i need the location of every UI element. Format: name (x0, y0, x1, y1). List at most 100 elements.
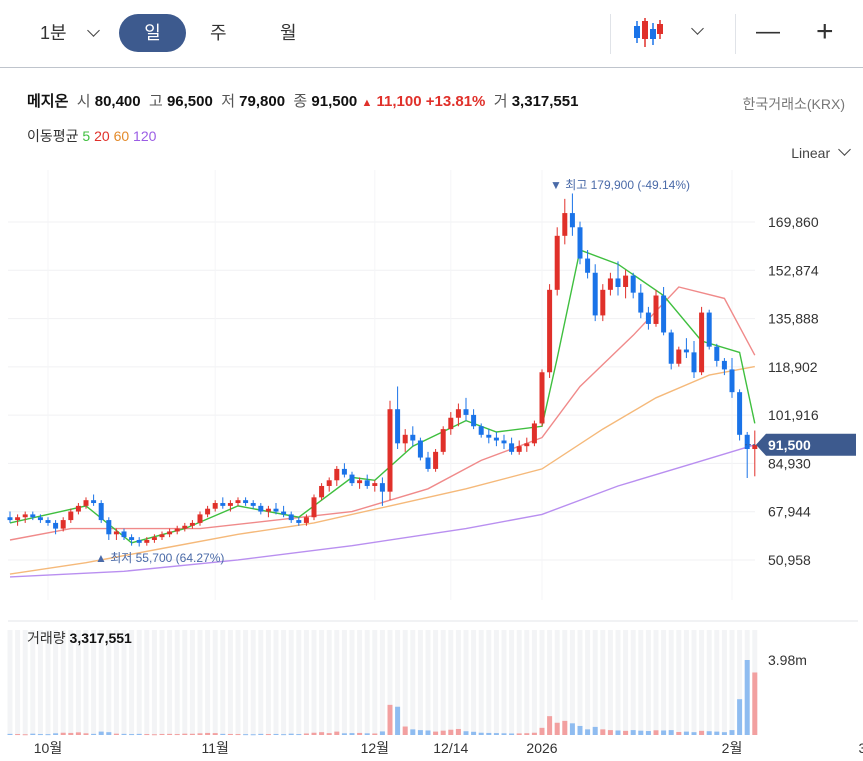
candle-body (45, 520, 51, 523)
low-label: 저 (221, 93, 235, 110)
x-axis-label: 3월 (858, 740, 863, 756)
candle (212, 500, 218, 512)
candle-body (372, 483, 378, 486)
candle (471, 409, 477, 430)
volume-bar (585, 729, 591, 735)
volume-bar (349, 733, 355, 735)
ma5-legend: 5 (82, 128, 91, 144)
candle-body (562, 213, 568, 236)
candle-body (410, 434, 416, 441)
candle (182, 522, 188, 532)
volume-title-value: 3,317,551 (70, 630, 132, 646)
volume-bar (22, 734, 28, 736)
candle (433, 449, 439, 472)
candle (577, 221, 583, 265)
timeframe-week-tab[interactable]: 주 (210, 23, 227, 43)
candle-body (607, 278, 613, 290)
candle-body (653, 295, 659, 324)
candle (30, 511, 36, 521)
volume-bar-bg (296, 630, 302, 735)
candle-body (53, 522, 59, 529)
zoom-out-button[interactable]: — (756, 18, 780, 45)
candle (334, 466, 340, 486)
timeframe-month-tab[interactable]: 월 (280, 23, 297, 43)
moving-average-legend[interactable]: 이동평균 5 20 60 120 (27, 126, 156, 146)
scale-mode-label: Linear (791, 145, 831, 161)
volume-axis-label: 3.98m (768, 652, 807, 668)
volume-bar-bg (273, 630, 279, 735)
ma60-line (9, 365, 755, 575)
volume-bar-bg (402, 630, 408, 735)
volume-bar-bg (258, 630, 264, 735)
volume-bar-bg (151, 630, 157, 735)
volume-bar (645, 731, 651, 735)
candlestick-type-icon[interactable] (633, 17, 663, 49)
volume-bar-bg (737, 630, 743, 735)
candle-body (303, 517, 309, 523)
candle (174, 525, 180, 535)
volume-bar-bg (22, 630, 28, 735)
volume-bar-bg (159, 630, 165, 735)
volume-bar-bg (455, 630, 461, 735)
candle (250, 500, 256, 509)
volume-bar (448, 729, 454, 735)
candle (501, 434, 507, 450)
volume-bar-bg (395, 630, 401, 735)
candle (554, 227, 560, 296)
candle (721, 358, 727, 376)
candle (417, 437, 423, 461)
candle-body (121, 531, 127, 538)
volume-bar-bg (668, 630, 674, 735)
volume-bar-bg (440, 630, 446, 735)
volume-bar-bg (326, 630, 332, 735)
high-value: 96,500 (166, 93, 213, 110)
candle-body (296, 520, 302, 523)
volume-bar-bg (729, 630, 735, 735)
candle-body (75, 505, 81, 512)
volume-bar (683, 731, 689, 735)
volume-bar-bg (144, 630, 150, 735)
candle-body (425, 457, 431, 469)
timeframe-day-tab[interactable]: 일 (119, 14, 186, 52)
candle (7, 511, 13, 523)
volume-bar-bg (212, 630, 218, 735)
candle (737, 389, 743, 441)
volume-bar-bg (623, 630, 629, 735)
change-percent: +13.81% (425, 93, 486, 110)
candle (60, 517, 66, 532)
candle-body (486, 434, 492, 438)
candle-body (349, 474, 355, 484)
candle-body (334, 468, 340, 481)
candle-body (197, 514, 203, 523)
timeframe-minute-dropdown[interactable]: 1분 (40, 14, 67, 52)
candle-body (250, 503, 256, 506)
candle-body (737, 392, 743, 435)
candle (121, 528, 127, 540)
volume-bar (493, 733, 499, 735)
volume-bar-bg (106, 630, 112, 735)
volume-bar-bg (676, 630, 682, 735)
candle (448, 412, 454, 435)
volume-bar (372, 733, 378, 735)
candle-body (243, 500, 249, 504)
volume-bar (402, 726, 408, 735)
volume-bar-bg (7, 630, 13, 735)
candle (45, 517, 51, 526)
volume-bar (714, 731, 720, 735)
candle-body (577, 227, 583, 259)
zoom-in-button[interactable]: + (816, 15, 834, 48)
volume-bar (395, 706, 401, 735)
volume-bar (630, 730, 636, 735)
scale-mode-dropdown[interactable]: Linear (791, 143, 851, 161)
volume-bar-bg (501, 630, 507, 735)
candle (676, 346, 682, 367)
volume-bar (531, 732, 537, 735)
volume-bar (721, 732, 727, 735)
volume-bar (243, 734, 249, 736)
volume-bar-bg (364, 630, 370, 735)
volume-bar (417, 730, 423, 735)
candle-body (174, 528, 180, 532)
volume-bar-bg (471, 630, 477, 735)
volume-bar-bg (243, 630, 249, 735)
